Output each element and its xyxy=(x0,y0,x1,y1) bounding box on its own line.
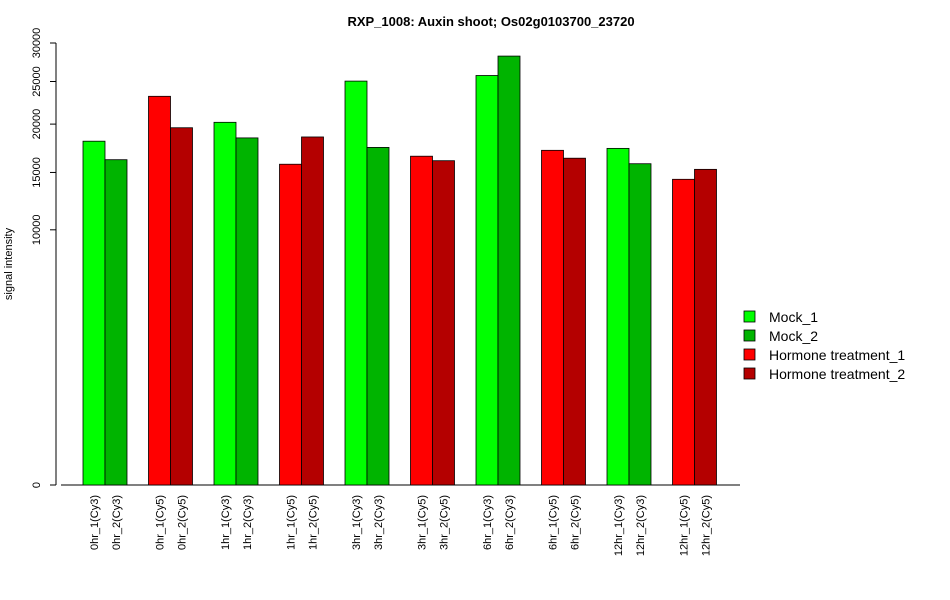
legend-label: Hormone treatment_1 xyxy=(769,347,905,363)
x-tick-label: 0hr_2(Cy3) xyxy=(111,495,123,550)
legend-label: Mock_2 xyxy=(769,328,818,344)
bar xyxy=(213,121,237,486)
x-tick-labels: 0hr_1(Cy3) 0hr_2(Cy3) 0hr_1(Cy5) 0hr_2(Cy5)… xyxy=(89,495,713,556)
bar xyxy=(366,147,390,486)
bar xyxy=(606,147,630,486)
x-tick-label: 3hr_2(Cy5) xyxy=(439,495,451,550)
x-tick-label: 1hr_2(Cy5) xyxy=(308,495,320,550)
bar xyxy=(541,149,564,486)
x-tick-label: 0hr_1(Cy5) xyxy=(155,495,167,550)
x-tick-label: 12hr_1(Cy5) xyxy=(679,495,691,556)
bar xyxy=(432,160,455,486)
legend: Mock_1 Mock_2 Hormone treatment_1 Hormone t… xyxy=(743,309,905,382)
bar xyxy=(235,137,259,486)
legend-swatch xyxy=(743,310,756,323)
y-tick-label: 10000 xyxy=(31,215,43,246)
bar xyxy=(410,155,433,486)
x-tick-label: 6hr_2(Cy3) xyxy=(504,495,516,550)
x-tick-label: 6hr_1(Cy3) xyxy=(482,495,494,550)
legend-label: Mock_1 xyxy=(769,309,818,325)
bar xyxy=(82,140,106,486)
bar xyxy=(148,95,171,486)
bars xyxy=(82,55,717,486)
bar xyxy=(279,163,302,486)
y-tick-label: 30000 xyxy=(31,28,43,59)
x-tick-label: 1hr_1(Cy5) xyxy=(286,495,298,550)
bar xyxy=(672,178,695,486)
x-tick-label: 3hr_1(Cy5) xyxy=(417,495,429,550)
legend-swatch xyxy=(743,348,756,361)
x-tick-label: 3hr_1(Cy3) xyxy=(351,495,363,550)
bar xyxy=(628,163,652,486)
y-axis-label: signal intensity xyxy=(3,227,15,300)
x-tick-label: 12hr_1(Cy3) xyxy=(613,495,625,556)
bar xyxy=(563,157,586,486)
x-tick-label: 6hr_1(Cy5) xyxy=(548,495,560,550)
bar xyxy=(497,55,521,486)
y-tick-label: 15000 xyxy=(31,157,43,188)
x-tick-label: 0hr_1(Cy3) xyxy=(89,495,101,550)
bar xyxy=(694,168,717,486)
chart-title: RXP_1008: Auxin shoot; Os02g0103700_2372… xyxy=(347,14,634,29)
y-axis: 0 10000 15000 20000 25000 30000 xyxy=(31,28,57,488)
x-tick-label: 1hr_1(Cy3) xyxy=(220,495,232,550)
bar xyxy=(475,75,499,486)
x-tick-label: 0hr_2(Cy5) xyxy=(177,495,189,550)
y-tick-label: 0 xyxy=(31,482,43,488)
y-tick-label: 25000 xyxy=(31,66,43,97)
x-tick-label: 3hr_2(Cy3) xyxy=(373,495,385,550)
x-tick-label: 6hr_2(Cy5) xyxy=(570,495,582,550)
bar xyxy=(104,159,128,486)
bar xyxy=(170,127,193,486)
x-tick-label: 1hr_2(Cy3) xyxy=(242,495,254,550)
bar xyxy=(344,80,368,486)
x-tick-label: 12hr_2(Cy3) xyxy=(635,495,647,556)
legend-label: Hormone treatment_2 xyxy=(769,366,905,382)
x-tick-label: 12hr_2(Cy5) xyxy=(701,495,713,556)
legend-swatch xyxy=(743,329,756,342)
y-tick-label: 20000 xyxy=(31,109,43,140)
legend-swatch xyxy=(743,367,756,380)
bar xyxy=(301,136,324,486)
